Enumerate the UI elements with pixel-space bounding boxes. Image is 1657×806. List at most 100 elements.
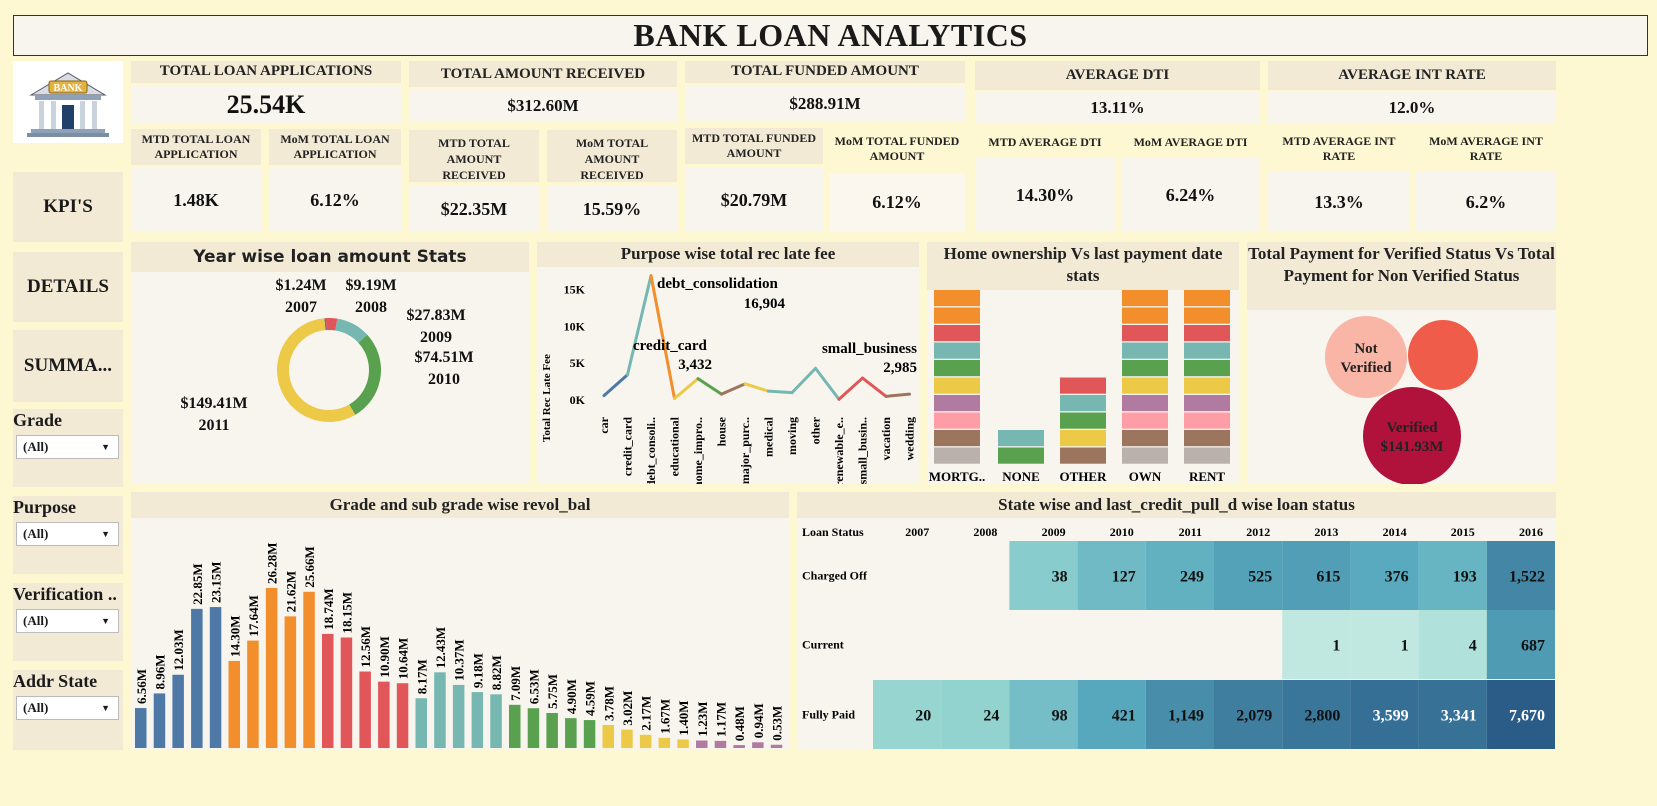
mom-total-funded-amount-label: MoM TOTAL FUNDED AMOUNT — [834, 134, 960, 163]
heatmap-cell — [1418, 541, 1487, 610]
nav-summary-button[interactable]: SUMMA... — [13, 330, 123, 402]
home-ownership-chart: Home ownership Vs last payment date stat… — [927, 242, 1239, 484]
line-segment — [814, 366, 841, 401]
stacked-segment — [934, 325, 980, 342]
filter-addr-state-select[interactable]: (All) ▼ — [16, 696, 119, 720]
filter-purpose: Purpose (All) ▼ — [13, 496, 123, 574]
revol-bar — [265, 588, 278, 748]
x-tick-label: vacation — [879, 417, 893, 461]
line-segment — [884, 392, 911, 398]
bubble-unlabeled — [1408, 320, 1478, 390]
revol-bar-label: 7.09M — [508, 666, 523, 701]
stacked-segment — [1122, 290, 1168, 307]
annotation-name: small_business — [822, 341, 917, 357]
donut-year-label: 2011 — [198, 417, 229, 434]
heatmap-cell — [1214, 680, 1283, 749]
heatmap-cell — [941, 680, 1010, 749]
revol-bar-label: 14.30M — [227, 615, 242, 657]
donut-slice-2009 — [335, 318, 368, 344]
x-tick-label: MORTG.. — [929, 469, 986, 484]
revol-bar — [247, 640, 259, 748]
kpi-total-loan-applications-label: TOTAL LOAN APPLICATIONS — [131, 61, 401, 83]
revol-bar — [471, 692, 484, 748]
stacked-segment — [1060, 412, 1106, 429]
grade-revol-chart: Grade and sub grade wise revol_bal 6.56M… — [131, 492, 789, 750]
home-ownership-chart-title: Home ownership Vs last payment date stat… — [927, 242, 1239, 290]
stacked-segment — [934, 447, 980, 464]
heatmap-cell-value: 1 — [1401, 638, 1409, 655]
bubble-label: Verified — [1386, 420, 1438, 436]
revol-bar-label: 26.28M — [265, 542, 280, 584]
nav-details-button[interactable]: DETAILS — [13, 252, 123, 322]
annotation-value: 3,432 — [678, 357, 712, 373]
heatmap-row-label: Current — [802, 638, 844, 652]
filter-verification-select[interactable]: (All) ▼ — [16, 609, 119, 633]
heatmap-cell — [1145, 680, 1214, 749]
stacked-segment — [1060, 377, 1106, 394]
filter-grade-select[interactable]: (All) ▼ — [16, 435, 119, 459]
kpi-average-dti-value: 13.11% — [975, 92, 1260, 123]
stacked-segment — [1122, 395, 1168, 412]
x-tick-label: credit_card — [621, 417, 635, 476]
heatmap-cell — [1486, 541, 1555, 610]
revol-bar — [658, 737, 671, 748]
filter-verification-value: (All) — [23, 613, 49, 628]
mom-total-amount-received-label: MoM TOTAL AMOUNT RECEIVED — [547, 130, 677, 182]
donut-value-label: $1.24M — [275, 277, 326, 294]
heatmap-cell — [1077, 541, 1146, 610]
bank-icon: BANK — [27, 72, 109, 137]
mom-average-dti-value: 6.24% — [1121, 158, 1260, 232]
x-tick-label: renewable_e.. — [832, 417, 846, 484]
revol-bar-label: 21.62M — [283, 571, 298, 613]
nav-kpis-button[interactable]: KPI'S — [13, 172, 123, 242]
bubble-label: Verified — [1340, 360, 1392, 376]
revol-bar — [714, 740, 727, 748]
heatmap-cell-value: 615 — [1316, 569, 1340, 586]
heatmap-column-header: 2010 — [1110, 525, 1134, 539]
filter-purpose-select[interactable]: (All) ▼ — [16, 522, 119, 546]
filter-addr-state-value: (All) — [23, 700, 49, 715]
heatmap-cell — [1486, 610, 1555, 679]
heatmap-cell-value: 249 — [1180, 569, 1204, 586]
donut-year-label: 2007 — [285, 299, 317, 316]
heatmap-column-header: 2012 — [1246, 525, 1270, 539]
filter-addr-state-label: Addr State — [13, 671, 98, 691]
revol-bar-label: 12.56M — [358, 626, 373, 668]
y-tick-label: 15K — [564, 283, 586, 297]
mtd-average-int-rate-value: 13.3% — [1268, 172, 1410, 232]
filter-verification: Verification .. (All) ▼ — [13, 583, 123, 661]
x-tick-label: small_busin.. — [856, 417, 870, 484]
filter-addr-state: Addr State (All) ▼ — [13, 670, 123, 750]
chevron-down-icon: ▼ — [101, 529, 110, 539]
revol-bar — [677, 739, 689, 748]
stacked-segment — [1122, 447, 1168, 464]
stacked-segment — [1060, 430, 1106, 447]
mom-total-loan-application-value: 6.12% — [269, 168, 401, 232]
stacked-segment — [1122, 307, 1168, 324]
year-wise-chart-title: Year wise loan amount Stats — [131, 242, 529, 272]
revol-bar — [415, 698, 427, 748]
donut-slice-2011 — [277, 318, 356, 422]
revol-bar — [565, 718, 577, 748]
filter-grade-value: (All) — [23, 439, 49, 454]
mtd-total-loan-application-value: 1.48K — [131, 168, 261, 232]
revol-bar-label: 18.74M — [321, 588, 336, 630]
verified-chart: Total Payment for Verified Status Vs Tot… — [1247, 242, 1556, 484]
home-ownership-bars: MORTG.. NONE OTHER OWN RENT — [929, 290, 1230, 484]
revol-bar — [639, 734, 652, 748]
stacked-segment — [934, 360, 980, 377]
heatmap-cell-value: 193 — [1453, 569, 1477, 586]
kpi-average-int-rate-value: 12.0% — [1268, 92, 1556, 123]
bubble-not-verified — [1325, 316, 1407, 398]
revol-bar — [696, 740, 708, 748]
line-segment — [861, 376, 888, 398]
dashboard-title: BANK LOAN ANALYTICS — [13, 15, 1648, 56]
heatmap-cell-value: 376 — [1385, 569, 1409, 586]
bubble-verified — [1363, 387, 1461, 484]
mom-total-amount-received-value: 15.59% — [547, 186, 677, 232]
purpose-fee-chart: Purpose wise total rec late fee Total Re… — [537, 242, 919, 484]
revol-bar — [546, 712, 558, 748]
stacked-segment — [934, 430, 980, 447]
heatmap-cell — [1350, 680, 1419, 749]
